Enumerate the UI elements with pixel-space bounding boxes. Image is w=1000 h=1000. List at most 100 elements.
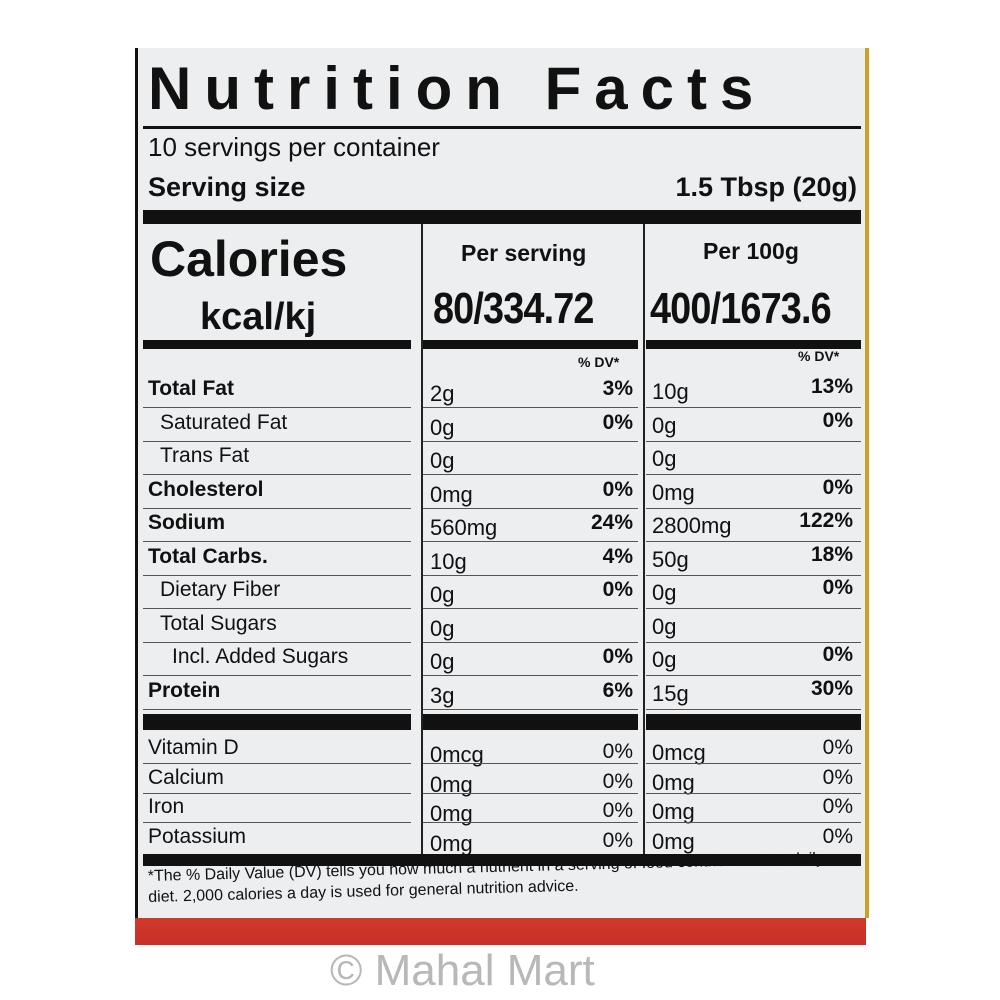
row-divider <box>646 507 861 509</box>
row-divider <box>423 675 638 676</box>
thick-divider <box>143 714 411 730</box>
nutrient-name: Sodium <box>148 511 225 534</box>
row-divider <box>143 641 411 643</box>
nutrient-name: Total Sugars <box>160 611 277 635</box>
row-divider <box>143 675 411 676</box>
watermark: © Mahal Mart <box>330 946 595 995</box>
thick-divider <box>143 854 861 866</box>
row-divider <box>646 574 861 576</box>
row-divider <box>423 574 638 576</box>
nutrient-name: Cholesterol <box>148 477 264 501</box>
per-100g-dv: 0% <box>822 765 853 789</box>
per-100g-dv: 0% <box>822 475 853 499</box>
per-100g-amount: 10g <box>652 379 689 404</box>
per-100g-amount: 0g <box>652 412 677 438</box>
column-divider <box>643 224 645 856</box>
nutrient-name: Total Carbs. <box>148 544 268 568</box>
serving-amount: 0g <box>430 649 455 674</box>
row-divider <box>423 541 638 542</box>
per-100g-dv: 122% <box>799 509 853 532</box>
serving-dv: 4% <box>602 544 633 568</box>
nutrient-name: Vitamin D <box>148 736 239 759</box>
serving-amount: 10g <box>430 548 467 574</box>
per-100g-amount: 0mg <box>652 799 695 824</box>
per-100g-dv: 0% <box>822 795 853 818</box>
serving-amount: 3g <box>430 682 455 708</box>
row-divider <box>423 792 638 794</box>
serving-dv: 24% <box>590 511 633 534</box>
dv-header-serving: % DV* <box>578 354 620 370</box>
row-divider <box>646 675 861 676</box>
per-100g-amount: 0mcg <box>652 740 706 765</box>
calories-unit: kcal/kj <box>200 296 317 338</box>
row-divider <box>646 407 861 408</box>
micronutrient-row: Vitamin D 0mcg 0% 0mcg 0% <box>138 734 865 767</box>
per-100g-amount: 0g <box>652 446 677 471</box>
row-divider <box>423 407 638 408</box>
nutrient-name: Iron <box>148 795 185 818</box>
nutrient-name: Dietary Fiber <box>160 578 281 601</box>
row-divider <box>646 541 861 542</box>
row-divider <box>143 608 411 609</box>
nutrient-row: Sodium 560mg 24% 2800mg 122% <box>138 509 865 542</box>
row-divider <box>646 641 861 643</box>
nutrient-row: Incl. Added Sugars 0g 0% 0g 0% <box>138 643 865 676</box>
per-serving-header: Per serving <box>461 240 587 266</box>
per-100g-amount: 0g <box>652 647 677 672</box>
serving-dv: 0% <box>602 645 633 668</box>
calories-label: Calories <box>150 231 348 287</box>
column-divider <box>421 224 423 856</box>
row-divider <box>143 822 411 823</box>
per-100g-amount: 0mg <box>652 769 695 795</box>
nutrient-name: Calcium <box>148 765 224 789</box>
calories-per-100g: 400/1673.6 <box>650 284 832 333</box>
row-divider <box>646 474 861 475</box>
per-100g-amount: 0g <box>652 580 677 605</box>
serving-amount: 0mcg <box>430 742 484 767</box>
serving-dv: 0% <box>602 769 633 793</box>
serving-size-label: Serving size <box>148 172 306 202</box>
nutrient-name: Trans Fat <box>160 444 250 467</box>
row-divider <box>423 474 638 475</box>
thick-divider <box>423 340 638 349</box>
row-divider <box>423 440 638 442</box>
row-divider <box>143 763 411 764</box>
thick-divider <box>143 340 411 349</box>
serving-dv: 0% <box>602 410 633 434</box>
row-divider <box>423 763 638 764</box>
per-100g-dv: 0% <box>822 643 853 666</box>
serving-amount: 560mg <box>430 515 498 540</box>
serving-amount: 0g <box>430 582 455 607</box>
row-divider <box>423 708 638 710</box>
nutrient-row: Cholesterol 0mg 0% 0mg 0% <box>138 475 865 509</box>
micronutrient-row: Iron 0mg 0% 0mg 0% <box>138 793 865 826</box>
serving-dv: 6% <box>602 678 633 702</box>
serving-dv: 0% <box>602 740 633 763</box>
serving-amount: 2g <box>430 381 455 406</box>
nutrient-row: Total Sugars 0g 0g <box>138 610 865 643</box>
per-100g-amount: 0mg <box>652 828 695 854</box>
per-100g-dv: 13% <box>810 375 853 398</box>
nutrient-row: Saturated Fat 0g 0% 0g 0% <box>138 409 865 442</box>
row-divider <box>143 440 411 442</box>
per-100g-amount: 0g <box>652 613 677 639</box>
nutrient-name: Incl. Added Sugars <box>172 645 349 668</box>
nutrient-name: Protein <box>148 678 221 702</box>
micronutrient-row: Calcium 0mg 0% 0mg 0% <box>138 764 865 797</box>
divider <box>143 126 861 129</box>
per-100g-amount: 0mg <box>652 479 695 505</box>
per-100g-amount: 2800mg <box>652 513 732 538</box>
serving-size-value: 1.5 Tbsp (20g) <box>675 172 857 202</box>
row-divider <box>423 641 638 643</box>
per-100g-dv: 0% <box>822 736 853 759</box>
per-100g-dv: 0% <box>822 824 853 848</box>
nutrient-row: Dietary Fiber 0g 0% 0g 0% <box>138 576 865 609</box>
row-divider <box>143 708 411 710</box>
row-divider <box>143 574 411 576</box>
micronutrient-row: Potassium 0mg 0% 0mg 0% <box>138 823 865 856</box>
nutrient-name: Potassium <box>148 824 247 848</box>
nutrient-name: Total Fat <box>148 377 234 400</box>
serving-dv: 0% <box>602 799 633 822</box>
thick-divider <box>646 340 861 349</box>
per-100g-header: Per 100g <box>703 238 799 264</box>
